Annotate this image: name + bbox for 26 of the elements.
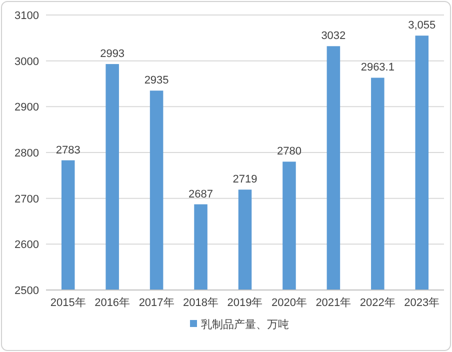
x-tick-label: 2023年 — [404, 297, 440, 309]
data-label: 2719 — [232, 174, 258, 186]
data-label: 2935 — [144, 74, 169, 87]
data-label: 2780 — [276, 146, 302, 158]
data-label: 2783 — [56, 144, 80, 156]
data-label: 2963.1 — [360, 62, 394, 74]
data-label: 3,055 — [408, 20, 436, 32]
x-tick-label: 2017年 — [138, 297, 174, 309]
x-tick-label: 2020年 — [271, 297, 307, 309]
x-tick-label: 2016年 — [94, 297, 130, 309]
data-label: 2993 — [100, 48, 125, 60]
y-tick-label: 3100 — [14, 10, 39, 22]
data-label: 2687 — [188, 188, 214, 200]
y-tick-label: 2800 — [14, 148, 39, 160]
x-tick-label: 2021年 — [316, 297, 352, 309]
data-label: 3032 — [321, 30, 346, 42]
y-tick-label: 2700 — [14, 193, 39, 206]
x-tick-label: 2019年 — [227, 297, 263, 309]
y-tick-label: 2600 — [14, 239, 39, 252]
x-tick-label: 2022年 — [360, 297, 396, 309]
x-tick-label: 2018年 — [183, 297, 219, 309]
y-tick-label: 2900 — [14, 102, 39, 114]
y-tick-label: 3000 — [14, 56, 39, 68]
legend-label: 乳制品产量、万吨 — [201, 318, 289, 331]
y-tick-label: 2500 — [14, 285, 39, 297]
x-tick-label: 2015年 — [50, 297, 86, 309]
